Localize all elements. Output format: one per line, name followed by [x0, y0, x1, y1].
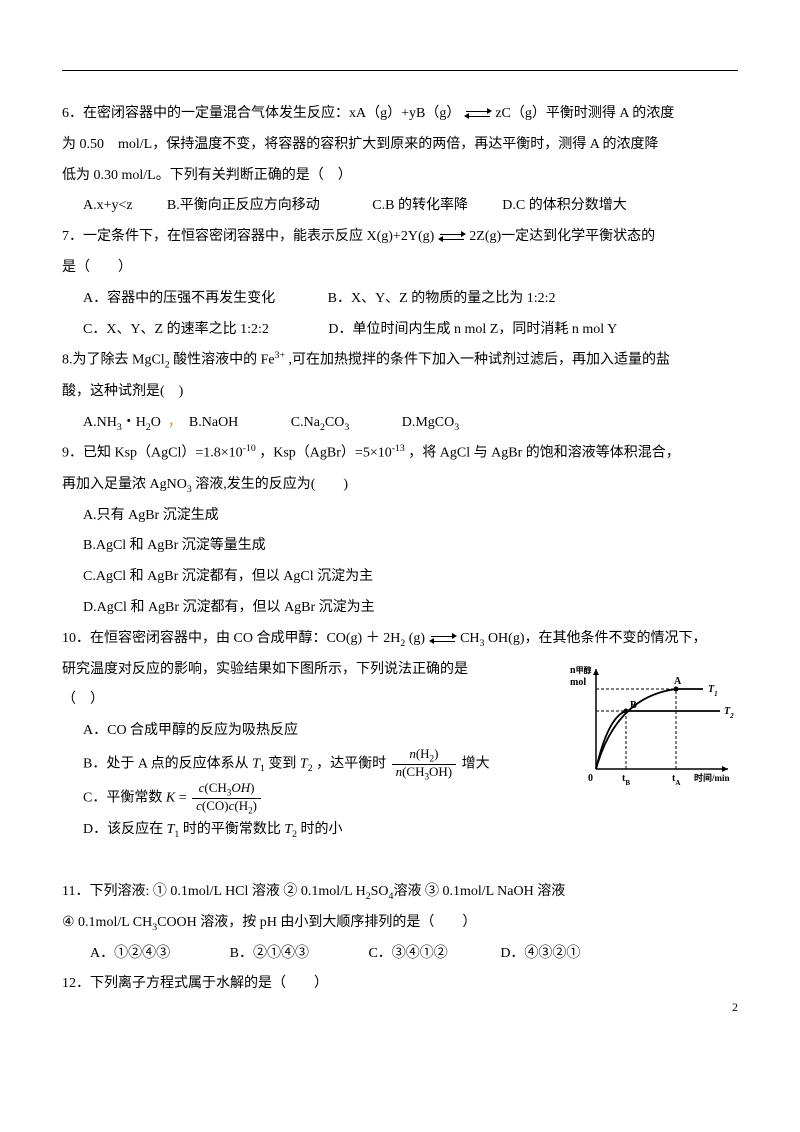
q11-line1: 11．下列溶液: ① 0.1mol/L HCl 溶液 ② 0.1mol/L H2… — [62, 877, 738, 908]
q7-optC: C．X、Y、Z 的速率之比 1:2:2 — [83, 322, 269, 337]
q8-c: ,可在加热搅拌的条件下加入一种试剂过滤后，再加入适量的盐 — [289, 353, 671, 368]
q8-a: 8.为了除去 MgCl — [62, 353, 165, 368]
fraction-icon: n(H2) n(CH3OH) — [392, 747, 457, 781]
q7-text-a: 7．一定条件下，在恒容密闭容器中，能表示反应 X(g)+2Y(g) — [62, 229, 434, 244]
svg-text:tB: tB — [622, 773, 630, 787]
q6-text-a: 6．在密闭容器中的一定量混合气体发生反应：xA（g）+yB（g） — [62, 106, 460, 121]
svg-text:0: 0 — [588, 773, 593, 784]
q7-opts-row2: C．X、Y、Z 的速率之比 1:2:2 D．单位时间内生成 n mol Z，同时… — [62, 315, 738, 346]
q6-optC: C.B 的转化率降 — [372, 198, 468, 213]
q6-line2: 为 0.50 mol/L，保持温度不变，将容器的容积扩大到原来的两倍，再达平衡时… — [62, 130, 738, 161]
q7-optA: A．容器中的压强不再发生变化 — [83, 291, 275, 306]
q7-optD: D．单位时间内生成 n mol Z，同时消耗 n mol Y — [328, 322, 617, 337]
q10-d: OH(g)，在其他条件不变的情况下， — [488, 631, 707, 646]
q7-text-b: 2Z(g)一定达到化学平衡状态的 — [469, 229, 655, 244]
svg-text:tA: tA — [672, 773, 680, 787]
equilibrium-arrow-icon — [438, 232, 466, 242]
q8-b: 酸性溶液中的 Fe — [173, 353, 275, 368]
q8-optC: C.Na2CO3 — [291, 415, 349, 430]
q7-line1: 7．一定条件下，在恒容密闭容器中，能表示反应 X(g)+2Y(g) 2Z(g)一… — [62, 222, 738, 253]
q7-opts-row1: A．容器中的压强不再发生变化 B．X、Y、Z 的物质的量之比为 1:2:2 — [62, 284, 738, 315]
svg-text:A: A — [674, 676, 682, 687]
q8-line2: 酸，这种试剂是( ) — [62, 377, 738, 408]
q6-text-b: zC（g）平衡时测得 A 的浓度 — [495, 106, 674, 121]
top-rule — [62, 70, 738, 71]
q10-body: ABT1T2n甲醇moltBtA时间/min0 研究温度对反应的影响，实验结果如… — [62, 655, 738, 847]
svg-text:时间/min: 时间/min — [694, 772, 730, 783]
q6-line3: 低为 0.30 mol/L。下列有关判断正确的是（ ） — [62, 161, 738, 192]
q9-a: 9．已知 Ksp（AgCl）=1.8×10 — [62, 446, 243, 461]
svg-text:mol: mol — [570, 677, 586, 688]
q9-optA: A.只有 AgBr 沉淀生成 — [62, 501, 738, 532]
q7-optB: B．X、Y、Z 的物质的量之比为 1:2:2 — [328, 291, 556, 306]
q10-a: 10．在恒容密闭容器中，由 CO 合成甲醇：CO(g) ＋ 2H — [62, 631, 400, 646]
q10-b: (g) — [409, 631, 425, 646]
q8-options: A.NH3・H2O ， B.NaOH C.Na2CO3 D.MgCO3 — [62, 408, 738, 439]
equilibrium-arrow-icon — [429, 634, 457, 644]
q9-l2a: 再加入足量浓 AgNO — [62, 477, 187, 492]
q6-line1: 6．在密闭容器中的一定量混合气体发生反应：xA（g）+yB（g） zC（g）平衡… — [62, 99, 738, 130]
q6-optB: B.平衡向正反应方向移动 — [167, 198, 320, 213]
q9-b: ，Ksp（AgBr）=5×10 — [259, 446, 391, 461]
q10-c: CH — [460, 631, 479, 646]
q11-options: A．①②④③ B．②①④③ C．③④①② D．④③②① — [62, 939, 738, 970]
q12-line1: 12．下列离子方程式属于水解的是（ ） — [62, 969, 738, 1000]
q9-optD: D.AgCl 和 AgBr 沉淀都有，但以 AgBr 沉淀为主 — [62, 593, 738, 624]
q7-line2: 是（ ） — [62, 253, 738, 284]
q6-optA: A.x+y<z — [83, 198, 133, 213]
equilibrium-arrow-icon — [464, 109, 492, 119]
q8-optD: D.MgCO3 — [402, 415, 459, 430]
q8-optB: B.NaOH — [189, 415, 238, 430]
page-number: 2 — [732, 994, 738, 1020]
q10-optD: D．该反应在 T1 时的平衡常数比 T2 时的小 — [62, 815, 738, 846]
q9-line2: 再加入足量浓 AgNO3 溶液,发生的反应为( ) — [62, 470, 738, 501]
q11-optA: A．①②④③ — [90, 946, 170, 961]
q9-optB: B.AgCl 和 AgBr 沉淀等量生成 — [62, 531, 738, 562]
q11-optD: D．④③②① — [500, 946, 580, 961]
q10-line1: 10．在恒容密闭容器中，由 CO 合成甲醇：CO(g) ＋ 2H2 (g) CH… — [62, 624, 738, 655]
svg-text:B: B — [630, 700, 637, 711]
svg-text:n甲醇: n甲醇 — [570, 665, 592, 676]
q11-line2: ④ 0.1mol/L CH3COOH 溶液，按 pH 由小到大顺序排列的是（ ） — [62, 908, 738, 939]
q8-line1: 8.为了除去 MgCl2 酸性溶液中的 Fe3+ ,可在加热搅拌的条件下加入一种… — [62, 345, 738, 376]
q9-l2b: 溶液,发生的反应为( ) — [195, 477, 348, 492]
fraction-icon: c(CH3OH) c(CO)c(H2) — [192, 781, 261, 815]
q11-optB: B．②①④③ — [230, 946, 309, 961]
svg-text:T2: T2 — [724, 706, 734, 720]
q9-optC: C.AgCl 和 AgBr 沉淀都有，但以 AgCl 沉淀为主 — [62, 562, 738, 593]
q9-c: ，将 AgCl 与 AgBr 的饱和溶液等体积混合， — [408, 446, 679, 461]
q6-options: A.x+y<z B.平衡向正反应方向移动 C.B 的转化率降 D.C 的体积分数… — [62, 191, 738, 222]
q8-optA: A.NH3・H2O — [83, 415, 161, 430]
svg-text:T1: T1 — [708, 684, 718, 698]
q9-line1: 9．已知 Ksp（AgCl）=1.8×10-10 ，Ksp（AgBr）=5×10… — [62, 438, 738, 469]
q10-chart: A B T1 T2 n甲醇mol tB tA 时间/min 0 — [568, 659, 738, 789]
q11-optC: C．③④①② — [368, 946, 447, 961]
q6-optD: D.C 的体积分数增大 — [502, 198, 626, 213]
